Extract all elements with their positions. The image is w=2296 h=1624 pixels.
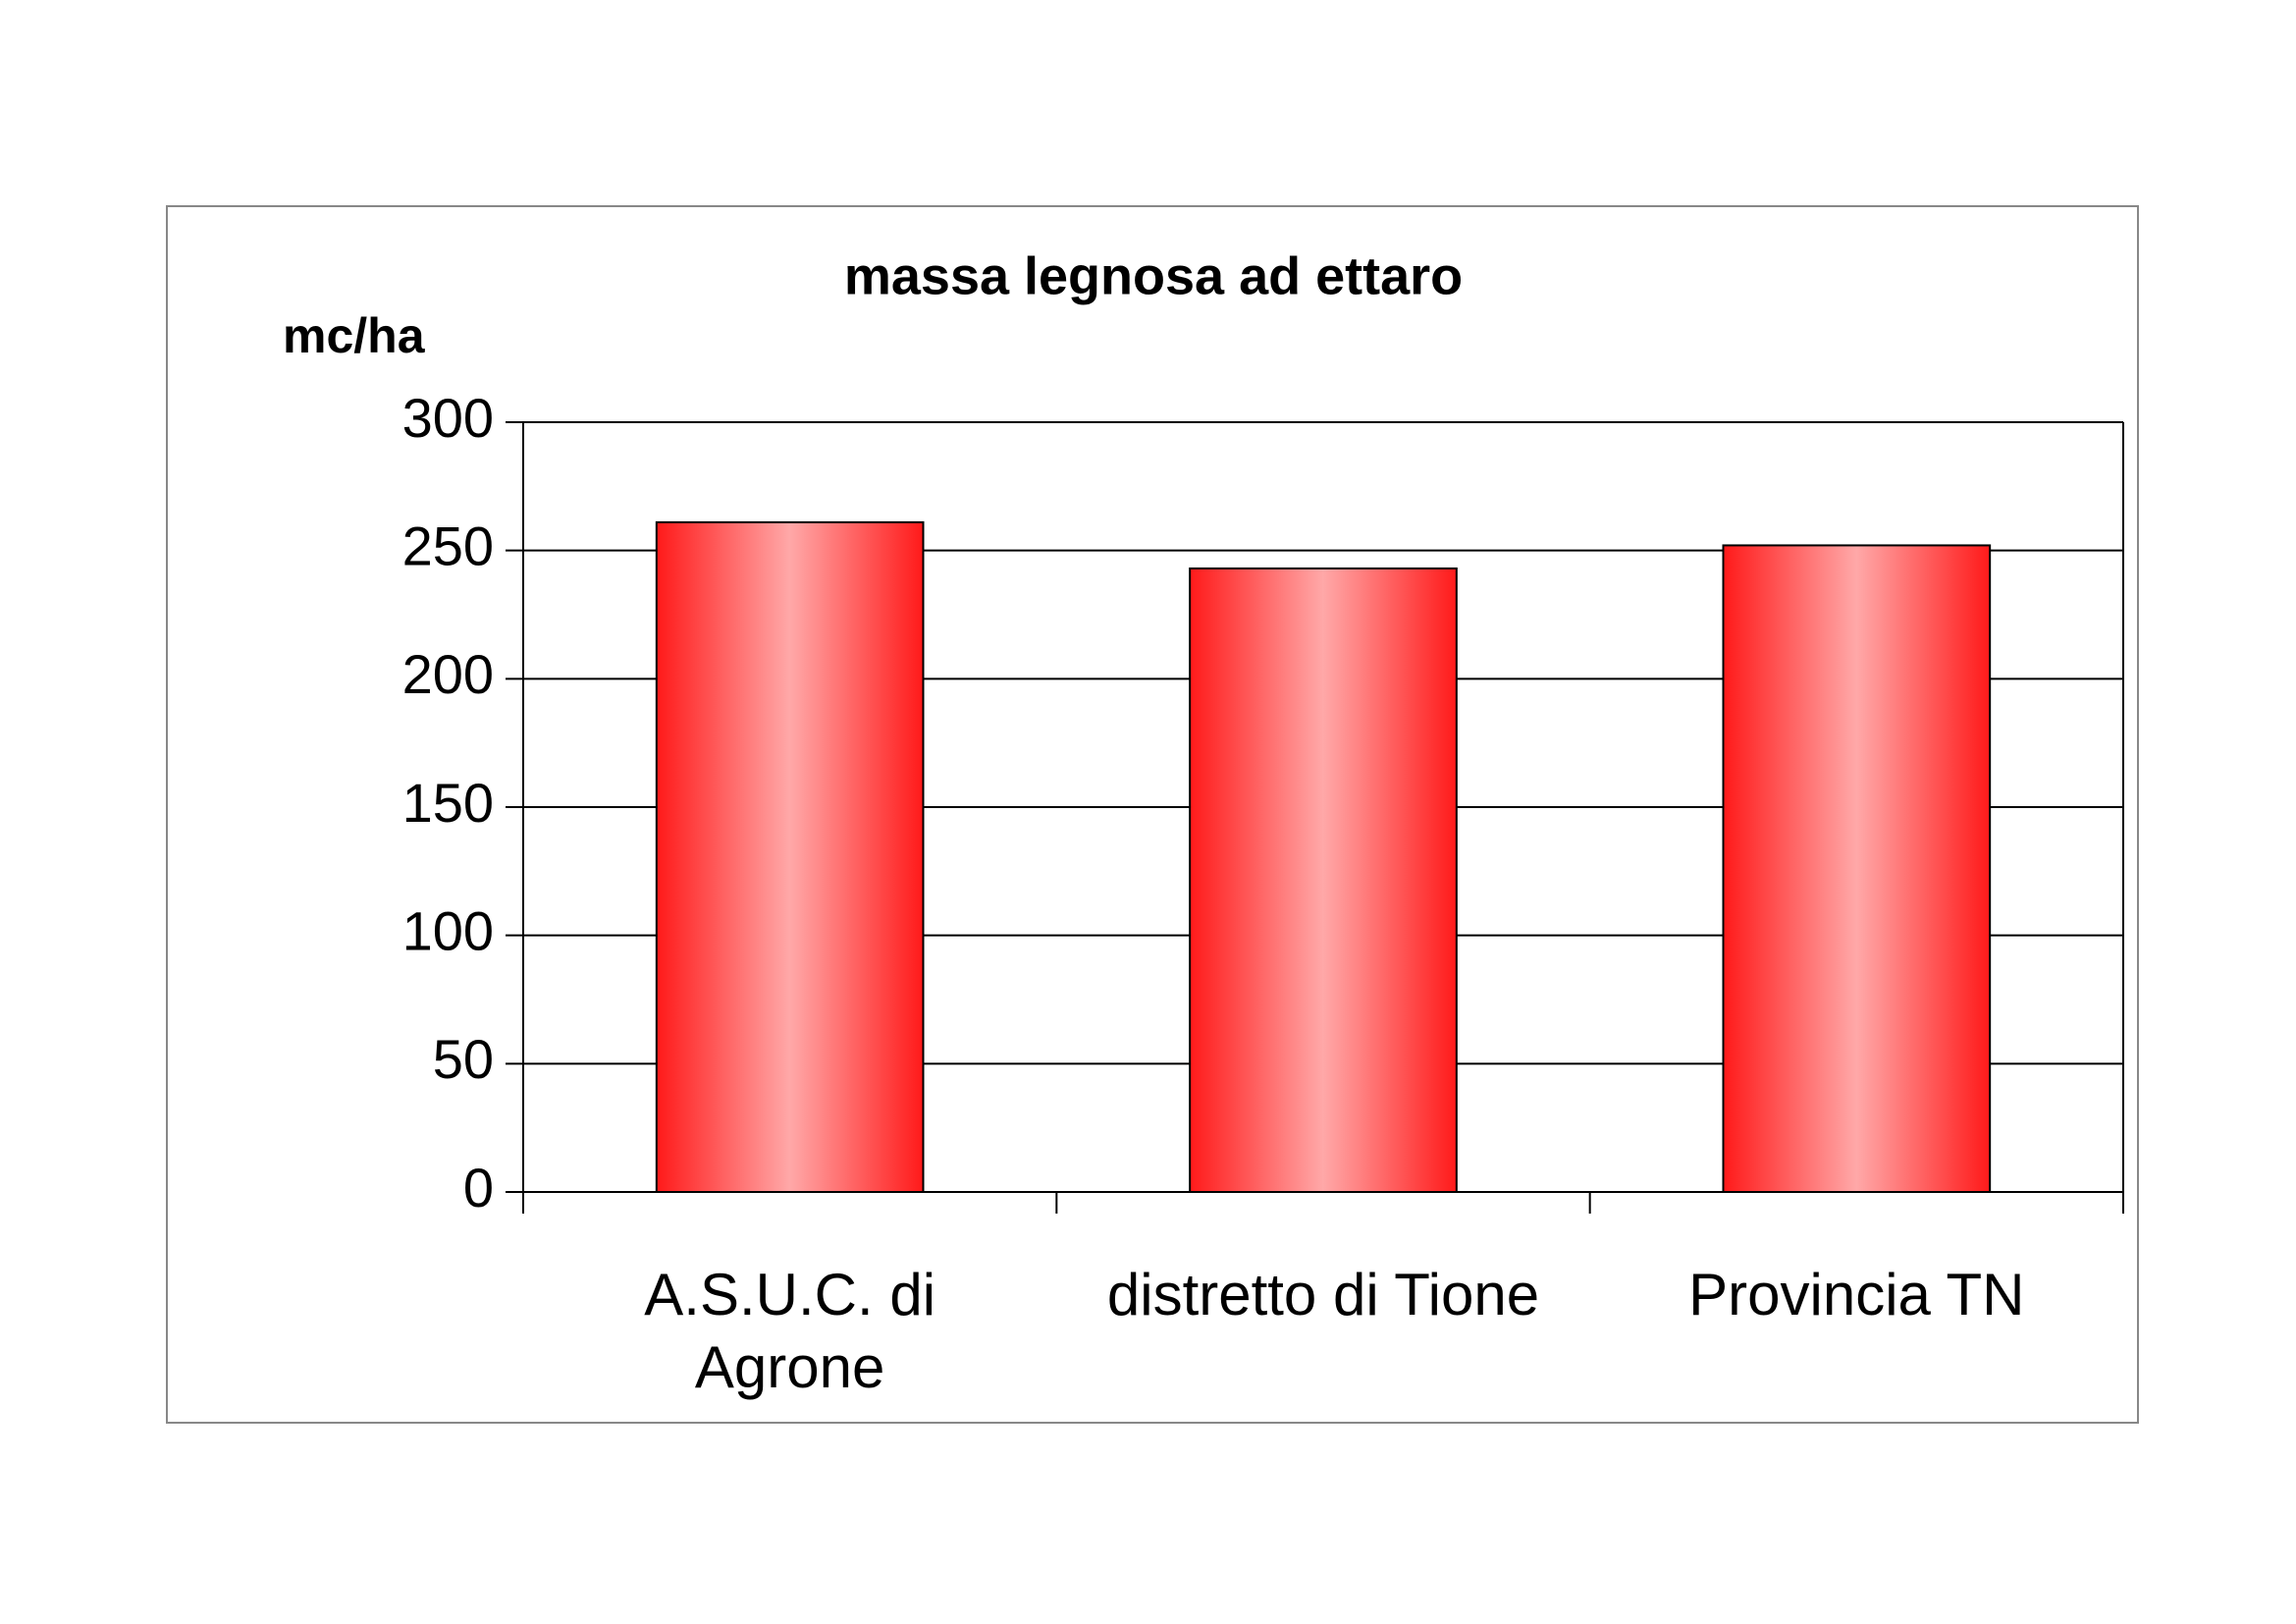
y-tick-label: 250 — [402, 514, 494, 576]
bar — [1722, 544, 1992, 1193]
bar — [655, 520, 925, 1193]
y-tick-label: 100 — [402, 899, 494, 961]
chart-frame — [166, 205, 2139, 1424]
x-tick-label: Provincia TN — [1688, 1262, 2025, 1327]
bar — [1189, 567, 1458, 1193]
y-tick-label: 150 — [402, 772, 494, 834]
y-tick-label: 0 — [463, 1157, 494, 1218]
y-axis-label: mc/ha — [283, 308, 426, 363]
chart-title: massa legnosa ad ettaro — [844, 246, 1463, 305]
y-tick-label: 300 — [402, 387, 494, 449]
y-tick-label: 200 — [402, 643, 494, 705]
x-tick-label: distretto di Tione — [1106, 1262, 1540, 1327]
y-tick-label: 50 — [433, 1028, 494, 1090]
x-tick-label: A.S.U.C. di Agrone — [644, 1262, 936, 1400]
